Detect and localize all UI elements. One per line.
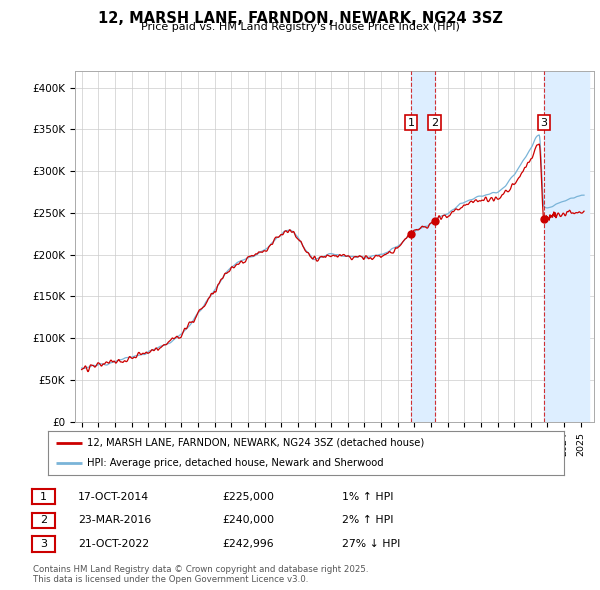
Bar xyxy=(411,71,434,422)
Text: 2: 2 xyxy=(40,516,47,525)
Text: HPI: Average price, detached house, Newark and Sherwood: HPI: Average price, detached house, Newa… xyxy=(86,458,383,468)
Text: 23-MAR-2016: 23-MAR-2016 xyxy=(78,516,151,525)
Text: 1% ↑ HPI: 1% ↑ HPI xyxy=(342,492,394,502)
Text: 3: 3 xyxy=(541,117,548,127)
Text: 1: 1 xyxy=(407,117,415,127)
Text: 21-OCT-2022: 21-OCT-2022 xyxy=(78,539,149,549)
Text: 3: 3 xyxy=(40,539,47,549)
Text: 12, MARSH LANE, FARNDON, NEWARK, NG24 3SZ: 12, MARSH LANE, FARNDON, NEWARK, NG24 3S… xyxy=(98,11,502,25)
Text: 2: 2 xyxy=(431,117,438,127)
Text: 2% ↑ HPI: 2% ↑ HPI xyxy=(342,516,394,525)
Text: 27% ↓ HPI: 27% ↓ HPI xyxy=(342,539,400,549)
Text: 1: 1 xyxy=(40,492,47,502)
Text: 17-OCT-2014: 17-OCT-2014 xyxy=(78,492,149,502)
Text: 12, MARSH LANE, FARNDON, NEWARK, NG24 3SZ (detached house): 12, MARSH LANE, FARNDON, NEWARK, NG24 3S… xyxy=(86,438,424,448)
Text: £242,996: £242,996 xyxy=(222,539,274,549)
Text: Price paid vs. HM Land Registry's House Price Index (HPI): Price paid vs. HM Land Registry's House … xyxy=(140,22,460,32)
Text: Contains HM Land Registry data © Crown copyright and database right 2025.
This d: Contains HM Land Registry data © Crown c… xyxy=(33,565,368,584)
Bar xyxy=(544,71,589,422)
Text: £240,000: £240,000 xyxy=(222,516,274,525)
Text: £225,000: £225,000 xyxy=(222,492,274,502)
